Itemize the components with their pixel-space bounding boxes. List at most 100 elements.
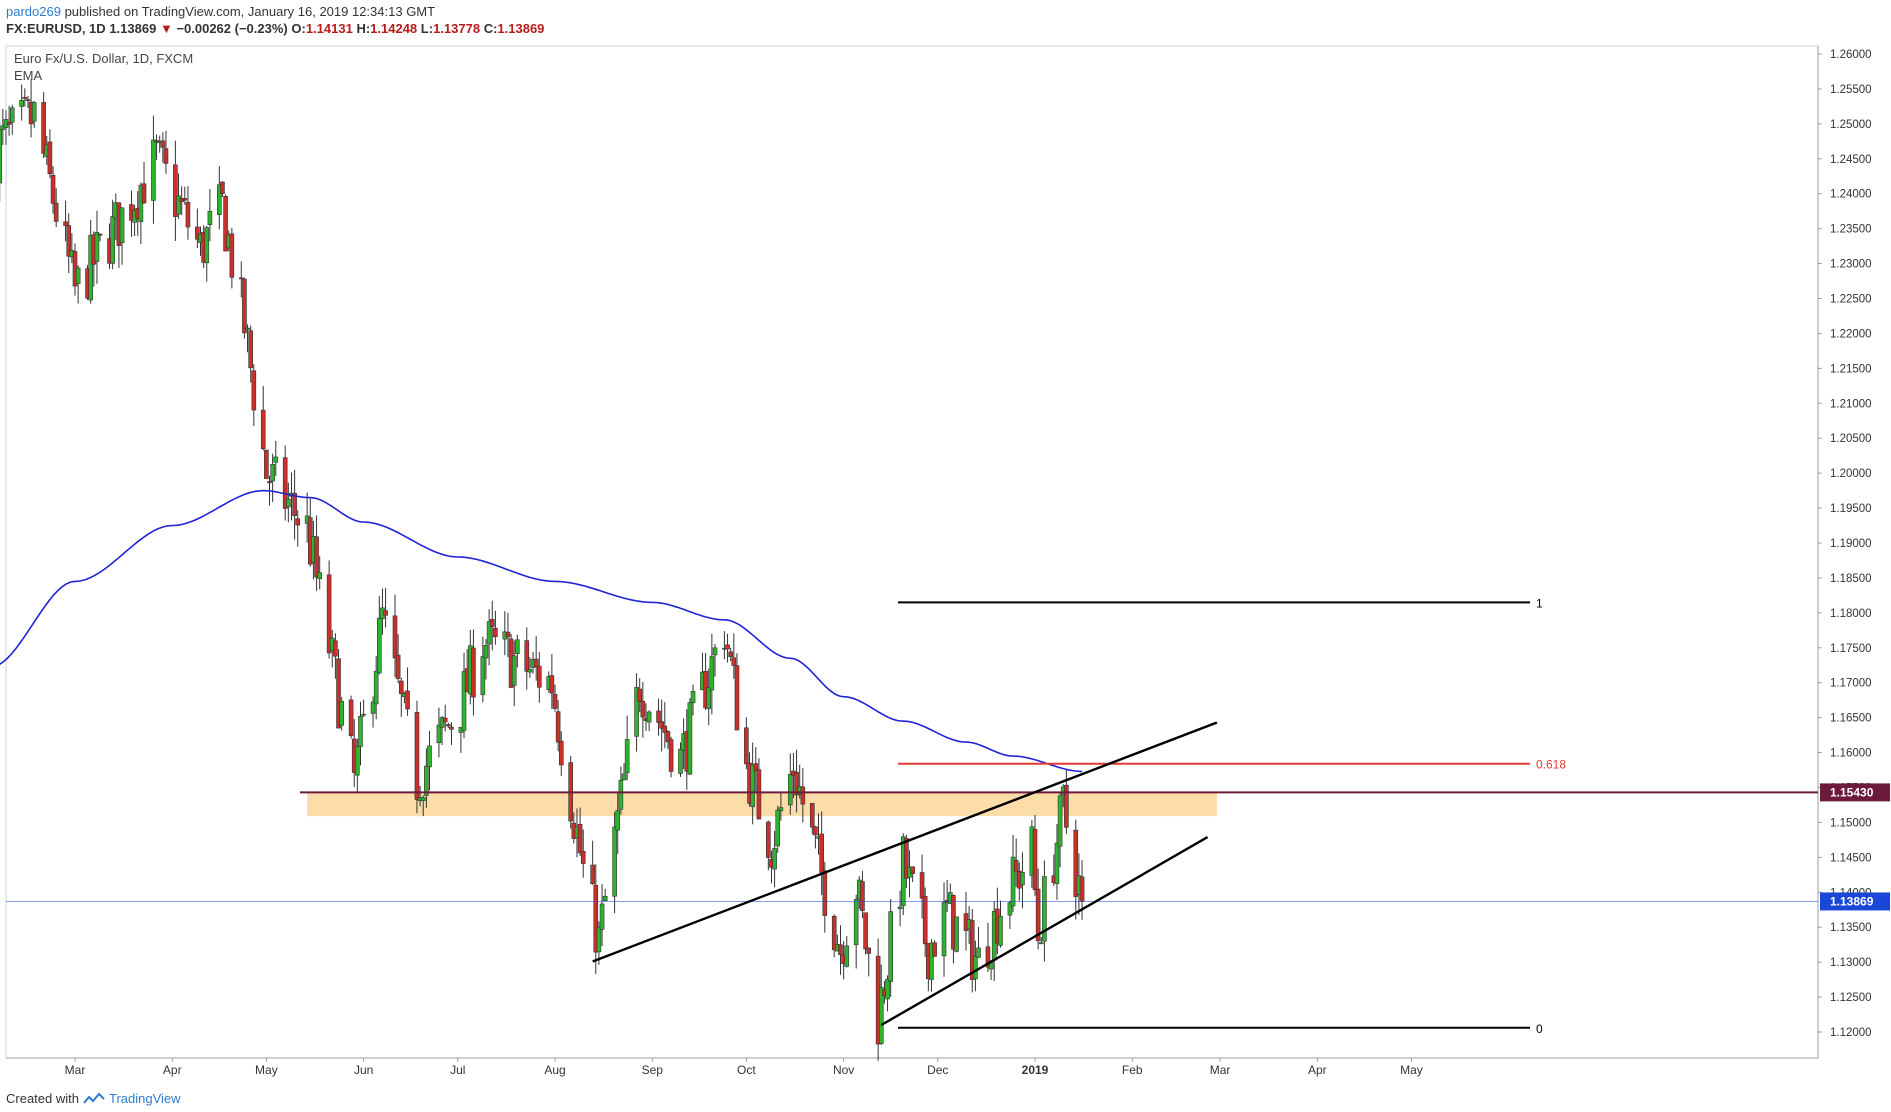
candle-body-down xyxy=(524,640,530,672)
candle-body-down xyxy=(471,647,476,698)
candle-body-down xyxy=(229,233,235,278)
price-tick-label: 1.18000 xyxy=(1830,608,1872,620)
candle-body-up xyxy=(778,807,784,812)
candle-body-down xyxy=(25,99,31,101)
drawings-layer: 1 0.618 0 xyxy=(6,596,1818,1036)
candle-body-down xyxy=(66,225,72,257)
candle-body-up xyxy=(624,739,630,774)
level-price-badge-label: 1.15430 xyxy=(1830,785,1874,799)
candle-body-down xyxy=(336,658,341,729)
candle-body-up xyxy=(370,701,376,714)
fib-label-0-618: 0.618 xyxy=(1536,758,1566,772)
price-tick-label: 1.25000 xyxy=(1830,119,1872,131)
fib-label-0: 0 xyxy=(1536,1022,1543,1036)
candle-body-up xyxy=(373,670,379,705)
change-down-icon: ▼ xyxy=(159,21,173,36)
candle-body-up xyxy=(270,463,275,482)
candle-body-up xyxy=(687,702,693,775)
legend-indicator: EMA xyxy=(14,68,43,83)
candle-body-up xyxy=(486,621,492,645)
high-label: H: xyxy=(356,21,371,36)
price-tick-label: 1.21500 xyxy=(1830,363,1872,375)
candle-body-up xyxy=(358,715,363,747)
last-price: 1.13869 xyxy=(109,21,157,36)
symbol-label: FX:EURUSD, 1D xyxy=(6,21,106,36)
price-tick-label: 1.18500 xyxy=(1830,573,1872,585)
level-price-badge xyxy=(1820,783,1890,802)
candle-body-down xyxy=(577,823,583,854)
candle-body-up xyxy=(119,207,125,244)
candle-body-down xyxy=(969,920,975,980)
candle-body-down xyxy=(1064,784,1069,828)
chart-header: pardo269 published on TradingView.com, J… xyxy=(0,0,1891,40)
price-tick-label: 1.15000 xyxy=(1830,817,1872,829)
price-tick-label: 1.19000 xyxy=(1830,538,1872,550)
low-value: 1.13778 xyxy=(433,21,481,36)
candle-body-up xyxy=(634,686,639,737)
candle-body-down xyxy=(659,721,664,729)
candle-body-down xyxy=(348,699,354,736)
candle-body-down xyxy=(392,615,398,659)
time-tick-label: Mar xyxy=(65,1063,86,1077)
candles-layer xyxy=(0,79,1085,1061)
candle-body-down xyxy=(533,658,539,668)
tradingview-brand-link[interactable]: TradingView xyxy=(108,1091,181,1106)
candle-body-up xyxy=(436,724,442,744)
time-tick-label: Feb xyxy=(1122,1063,1143,1077)
candle-body-down xyxy=(173,164,178,217)
candle-body-up xyxy=(88,235,93,301)
price-tick-label: 1.19500 xyxy=(1830,503,1872,515)
candle-body-down xyxy=(383,610,388,616)
candle-body-up xyxy=(273,456,279,463)
symbol-line: FX:EURUSD, 1D 1.13869 ▼ −0.00262 (−0.23%… xyxy=(6,21,544,36)
time-tick-label: Apr xyxy=(163,1063,182,1077)
candle-body-down xyxy=(537,665,542,688)
close-value: 1.13869 xyxy=(497,21,545,36)
candle-body-up xyxy=(75,267,81,284)
plot-frame xyxy=(5,45,1819,1059)
price-tick-label: 1.17000 xyxy=(1830,678,1872,690)
fib-label-1: 1 xyxy=(1536,596,1543,610)
candle-body-down xyxy=(756,769,762,820)
candle-body-up xyxy=(709,656,715,691)
candle-body-down xyxy=(662,725,668,733)
candle-body-up xyxy=(204,227,210,264)
candle-body-down xyxy=(985,946,991,968)
candle-body-up xyxy=(998,915,1003,946)
candle-body-up xyxy=(245,327,250,330)
candle-body-down xyxy=(1073,829,1079,897)
candle-body-down xyxy=(580,850,586,864)
candle-body-up xyxy=(361,713,366,716)
time-tick-label: Dec xyxy=(927,1063,948,1077)
tradingview-logo-icon xyxy=(83,1092,105,1104)
candle-body-up xyxy=(339,701,344,726)
candle-body-down xyxy=(932,942,937,957)
candle-body-down xyxy=(395,654,401,679)
candle-body-down xyxy=(734,665,740,731)
candle-body-up xyxy=(1057,795,1063,847)
candle-body-up xyxy=(511,655,517,686)
candle-body-up xyxy=(941,901,947,957)
candle-body-down xyxy=(141,183,147,204)
publish-line: pardo269 published on TradingView.com, J… xyxy=(6,4,435,19)
candle-body-down xyxy=(220,181,225,194)
price-tick-label: 1.23500 xyxy=(1830,224,1872,236)
candle-body-down xyxy=(753,763,759,772)
author-link[interactable]: pardo269 xyxy=(6,4,61,19)
candle-body-down xyxy=(593,884,599,953)
candle-body-up xyxy=(1020,872,1025,886)
candle-body-down xyxy=(333,640,338,657)
candle-body-up xyxy=(19,99,24,107)
candle-body-down xyxy=(185,202,191,228)
candle-body-down xyxy=(248,330,253,369)
candle-body-up xyxy=(612,826,617,897)
candle-body-down xyxy=(744,727,749,765)
candle-body-up xyxy=(888,911,893,982)
candle-body-up xyxy=(973,956,978,980)
candle-body-up xyxy=(110,216,115,264)
candle-body-down xyxy=(22,97,28,99)
candle-body-down xyxy=(866,947,872,954)
candle-body-down xyxy=(223,196,228,252)
candle-body-down xyxy=(405,690,410,710)
